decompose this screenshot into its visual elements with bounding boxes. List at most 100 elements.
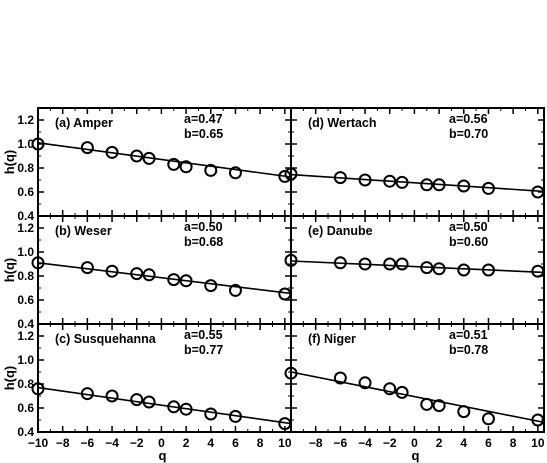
data-point — [179, 160, 193, 174]
data-point — [383, 174, 397, 188]
panel-2: 1.2 1.0 0.8 0.6 0.4 (b) Weser a=0.50b=0.68 h(q) — [2, 215, 292, 331]
y-tick-label: 0.4 — [17, 317, 34, 331]
data-point — [228, 409, 242, 423]
x-tick-label: −2 — [130, 436, 144, 450]
y-tick-label: 0.4 — [17, 209, 34, 223]
x-tick-label: −6 — [81, 436, 95, 450]
data-point — [80, 387, 94, 401]
data-point — [142, 395, 156, 409]
y-tick-label: 1.0 — [17, 137, 34, 151]
data-point — [383, 257, 397, 271]
param-b: b=0.68 — [184, 235, 223, 249]
data-point — [130, 393, 144, 407]
data-point — [531, 413, 545, 427]
data-point — [457, 179, 471, 193]
panel-1: 1.2 1.0 0.8 0.6 0.4 (a) Amper a=0.47b=0.65 h(q) — [2, 107, 292, 223]
fit-line — [37, 262, 292, 295]
y-tick-label: 0.8 — [17, 161, 34, 175]
x-tick-label: 0 — [158, 436, 165, 450]
param-b: b=0.78 — [449, 343, 488, 357]
data-point — [284, 253, 298, 267]
param-b: b=0.65 — [184, 127, 223, 141]
data-point — [179, 402, 193, 416]
y-axis-label: h(q) — [2, 366, 17, 391]
data-point — [395, 257, 409, 271]
data-point — [432, 178, 446, 192]
x-tick-label: 0 — [411, 436, 418, 450]
x-tick-label: 6 — [485, 436, 492, 450]
data-point — [80, 261, 94, 275]
data-point — [179, 274, 193, 288]
data-point — [31, 382, 45, 396]
y-tick-label: 1.0 — [17, 245, 34, 259]
data-point — [31, 137, 45, 151]
x-tick-label: −8 — [309, 436, 323, 450]
data-point — [31, 256, 45, 270]
fit-line — [37, 142, 292, 178]
x-tick-label: −8 — [56, 436, 70, 450]
fit-line — [290, 260, 545, 274]
data-point — [204, 279, 218, 293]
data-point — [457, 263, 471, 277]
y-tick-label: 0.8 — [17, 377, 34, 391]
data-point — [204, 407, 218, 421]
data-point — [420, 178, 434, 192]
param-a: a=0.50 — [184, 220, 223, 234]
data-point — [228, 283, 242, 297]
data-point — [130, 149, 144, 163]
panel-title: (d) Wertach — [308, 116, 377, 130]
param-b: b=0.77 — [184, 343, 223, 357]
panel-title: (e) Danube — [308, 224, 373, 238]
panel-title: (a) Amper — [55, 116, 113, 130]
data-point — [432, 262, 446, 276]
data-point — [432, 399, 446, 413]
x-tick-label: −2 — [383, 436, 397, 450]
x-tick-label: 10 — [278, 436, 292, 450]
panel-title: (c) Susquehanna — [55, 332, 157, 346]
x-axis-label: q — [412, 448, 420, 463]
data-point — [105, 264, 119, 278]
fit-line — [290, 173, 545, 193]
fit-line — [37, 386, 292, 425]
data-point — [395, 175, 409, 189]
data-point — [481, 412, 495, 426]
panel-title: (b) Weser — [55, 224, 112, 238]
data-point — [167, 400, 181, 414]
y-tick-label: 0.6 — [17, 401, 34, 415]
data-point — [358, 257, 372, 271]
data-point — [80, 141, 94, 155]
x-tick-label: −6 — [334, 436, 348, 450]
data-point — [420, 397, 434, 411]
data-point — [333, 371, 347, 385]
y-tick-label: 1.2 — [17, 329, 34, 343]
param-b: b=0.70 — [449, 127, 488, 141]
data-point — [167, 157, 181, 171]
fit-line — [290, 371, 545, 424]
data-point — [358, 173, 372, 187]
param-a: a=0.51 — [449, 328, 488, 342]
data-point — [358, 376, 372, 390]
data-point — [395, 385, 409, 399]
y-axis-label: h(q) — [2, 150, 17, 175]
panel-6: (f) Niger a=0.51b=0.78 −8 −6 −4 −2 0 2 4 6 8 10 q — [284, 323, 545, 463]
data-point — [531, 185, 545, 199]
data-point — [284, 366, 298, 380]
x-tick-label: 8 — [510, 436, 517, 450]
data-point — [481, 181, 495, 195]
data-point — [420, 261, 434, 275]
panel-3: 1.2 1.0 0.8 0.6 0.4 (c) Susquehanna a=0.55b=0.… — [2, 323, 292, 463]
y-tick-label: 1.0 — [17, 353, 34, 367]
y-tick-label: 0.6 — [17, 293, 34, 307]
data-point — [333, 256, 347, 270]
data-point — [167, 273, 181, 287]
data-point — [204, 163, 218, 177]
x-tick-label: 4 — [460, 436, 467, 450]
data-point — [105, 145, 119, 159]
x-tick-label: 6 — [232, 436, 239, 450]
param-b: b=0.60 — [449, 235, 488, 249]
data-point — [278, 287, 292, 301]
data-point — [284, 167, 298, 181]
panel-title: (f) Niger — [308, 332, 356, 346]
data-point — [383, 382, 397, 396]
